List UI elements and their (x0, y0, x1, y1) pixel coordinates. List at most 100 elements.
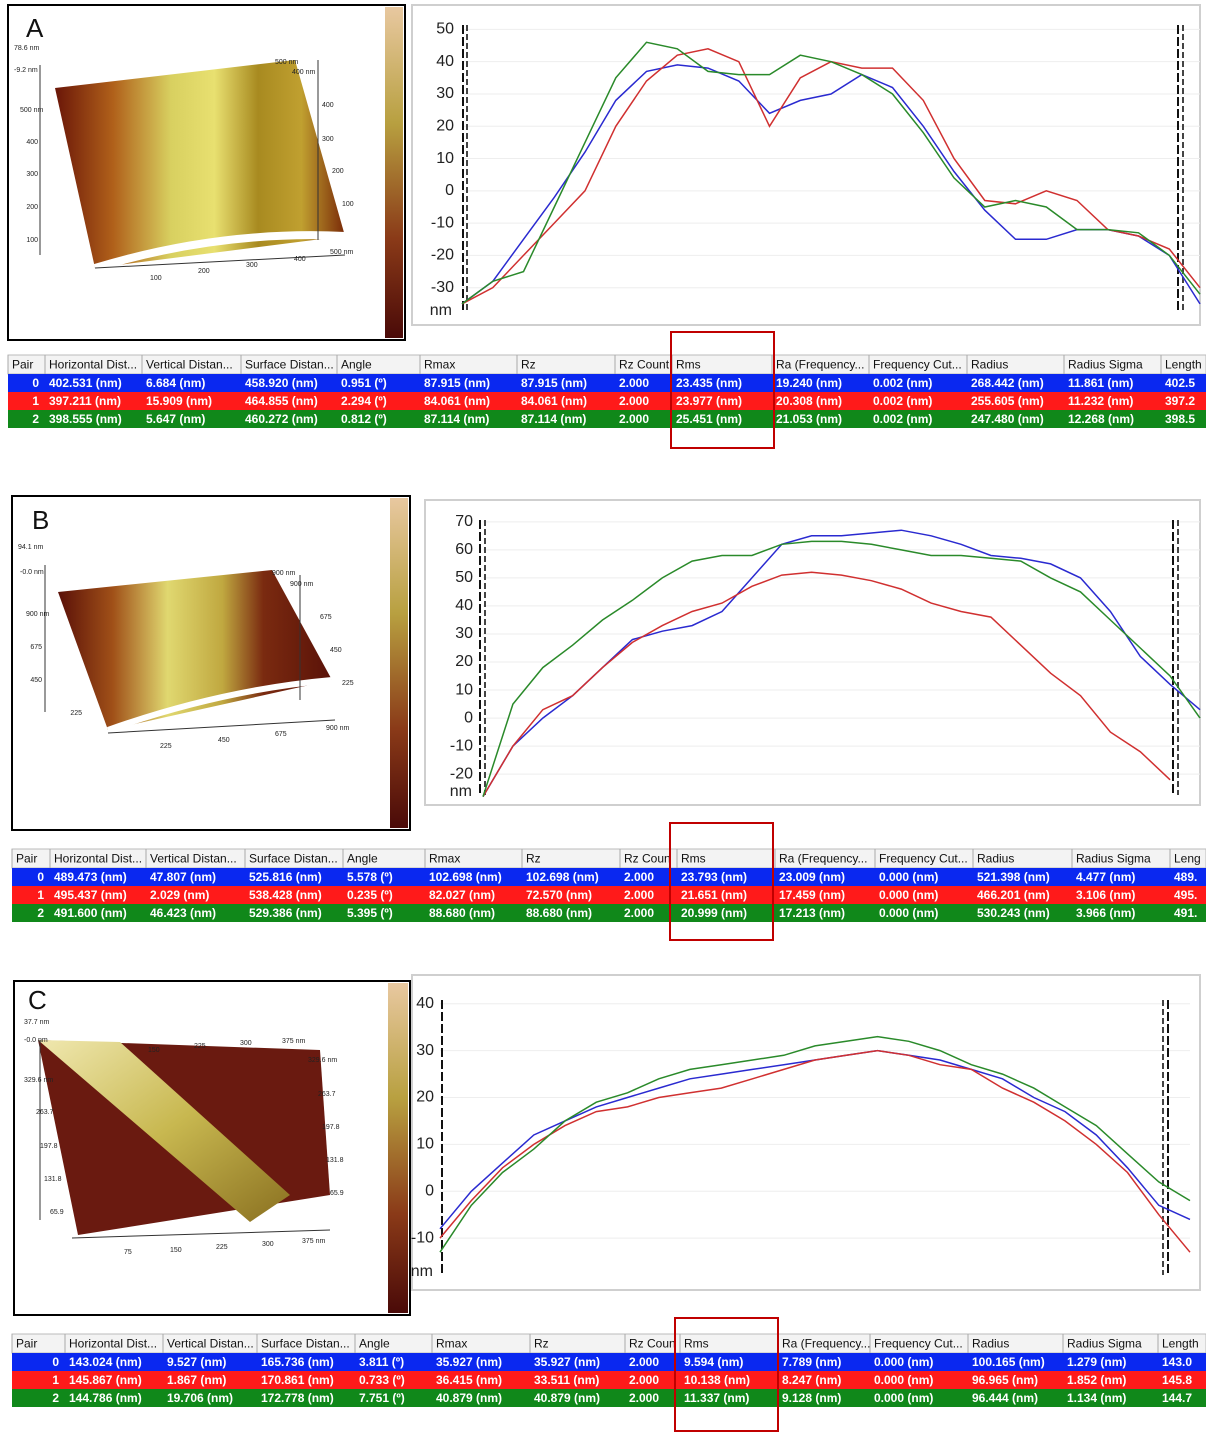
table-cell: 144.786 (nm) (69, 1391, 142, 1405)
table-cell: 538.428 (nm) (249, 888, 322, 902)
table-row (12, 1371, 1206, 1389)
table-cell: 2 (52, 1391, 59, 1405)
y-tick-label: 30 (436, 85, 454, 102)
column-header: Leng (1174, 852, 1201, 866)
table-cell: 2.000 (619, 376, 649, 390)
table-cell: 0 (52, 1355, 59, 1369)
y-tick-label: -10 (411, 1229, 434, 1246)
table-cell: 143.024 (nm) (69, 1355, 142, 1369)
column-header: Radius Sigma (1068, 358, 1143, 372)
table-cell: 88.680 (nm) (526, 906, 592, 920)
table-cell: 1.867 (nm) (167, 1373, 226, 1387)
table-cell: 2.000 (624, 870, 654, 884)
image-panel-c: C (13, 980, 411, 1316)
table-cell: 12.268 (nm) (1068, 412, 1134, 426)
column-header: Length (1165, 358, 1202, 372)
table-cell: 100.165 (nm) (972, 1355, 1045, 1369)
y-tick-label: -20 (450, 765, 473, 782)
image-label: 100 (150, 275, 162, 282)
y-tick-label: -20 (431, 247, 454, 264)
y-tick-label: 0 (425, 1182, 434, 1199)
y-axis-unit: nm (411, 1263, 433, 1280)
table-cell: 1.852 (nm) (1067, 1373, 1126, 1387)
image-label: 78.6 nm (14, 45, 39, 52)
y-tick-label: 50 (455, 569, 473, 586)
table-cell: 4.477 (nm) (1076, 870, 1135, 884)
highlight-box (674, 1317, 779, 1432)
line-chart: 50 40 30 20 10 0 -10 -20 -30 nm (411, 4, 1201, 326)
image-label: 675 (30, 644, 42, 651)
table-row (8, 392, 1206, 410)
image-label: 500 nm (330, 249, 354, 256)
image-label: -9.2 nm (14, 67, 38, 74)
table-cell: 17.459 (nm) (779, 888, 845, 902)
table-cell: 9.594 (nm) (684, 1355, 743, 1369)
column-header: Radius (972, 1337, 1009, 1351)
column-header: Horizontal Dist... (54, 852, 142, 866)
table-cell: 72.570 (nm) (526, 888, 592, 902)
table-cell: 82.027 (nm) (429, 888, 495, 902)
image-panel-b: B (11, 495, 411, 831)
column-header: Vertical Distan... (150, 852, 237, 866)
image-label: 37.7 nm (24, 1019, 49, 1026)
column-header: Vertical Distan... (167, 1337, 254, 1351)
table-cell: 491. (1174, 906, 1197, 920)
table-cell: 88.680 (nm) (429, 906, 495, 920)
table-cell: 2.000 (619, 394, 649, 408)
table-cell: 11.232 (nm) (1068, 394, 1133, 408)
table-cell: 1 (37, 888, 44, 902)
table-cell: 11.337 (nm) (684, 1391, 749, 1405)
y-tick-label: 20 (455, 653, 473, 670)
column-header: Ra (Frequency... (776, 358, 864, 372)
image-label: 400 (322, 102, 334, 109)
table-row (8, 374, 1206, 392)
column-header: Pair (16, 852, 37, 866)
image-label: 675 (275, 731, 287, 738)
table-cell: 0.002 (nm) (873, 412, 932, 426)
column-header: Vertical Distan... (146, 358, 233, 372)
table-row (12, 886, 1206, 904)
image-label: 375 nm (282, 1038, 306, 1045)
table-cell: 9.128 (nm) (782, 1391, 841, 1405)
table-cell: 2.029 (nm) (150, 888, 209, 902)
table-cell: 15.909 (nm) (146, 394, 212, 408)
table-cell: 21.651 (nm) (681, 888, 747, 902)
table-cell: 46.423 (nm) (150, 906, 216, 920)
table-cell: 0.000 (nm) (879, 906, 938, 920)
image-label: 100 (342, 201, 354, 208)
table-cell: 96.444 (nm) (972, 1391, 1038, 1405)
image-label: 300 (246, 262, 258, 269)
column-header: Radius Sigma (1076, 852, 1151, 866)
table-cell: 397.2 (1165, 394, 1195, 408)
table-cell: 2.294 (º) (341, 394, 387, 408)
table-cell: 20.999 (nm) (681, 906, 747, 920)
column-header: Horizontal Dist... (49, 358, 137, 372)
column-header: Rms (676, 358, 701, 372)
chart-frame (411, 974, 1201, 1291)
image-label: 225 (216, 1244, 228, 1251)
table-cell: 491.600 (nm) (54, 906, 127, 920)
column-header: Rz Coun (629, 1337, 676, 1351)
y-tick-label: 60 (455, 541, 473, 558)
table-cell: 40.879 (nm) (436, 1391, 502, 1405)
table-cell: 255.605 (nm) (971, 394, 1044, 408)
table-row (12, 1389, 1206, 1407)
table-cell: 397.211 (nm) (49, 394, 121, 408)
y-tick-label: 10 (455, 681, 473, 698)
table-cell: 0.951 (º) (341, 376, 387, 390)
column-header: Rmax (424, 358, 455, 372)
table-cell: 7.751 (º) (359, 1391, 405, 1405)
table-cell: 460.272 (nm) (245, 412, 318, 426)
column-header: Rms (684, 1337, 709, 1351)
table-cell: 398.555 (nm) (49, 412, 122, 426)
table-cell: 25.451 (nm) (676, 412, 742, 426)
column-header: Rz Count (619, 358, 670, 372)
table-cell: 0.235 (º) (347, 888, 393, 902)
image-label: 200 (26, 204, 38, 211)
column-header: Angle (341, 358, 372, 372)
image-label: 900 nm (326, 725, 350, 732)
column-header: Rz (534, 1337, 549, 1351)
image-label: 500 nm (275, 59, 299, 66)
table-cell: 1 (32, 394, 39, 408)
